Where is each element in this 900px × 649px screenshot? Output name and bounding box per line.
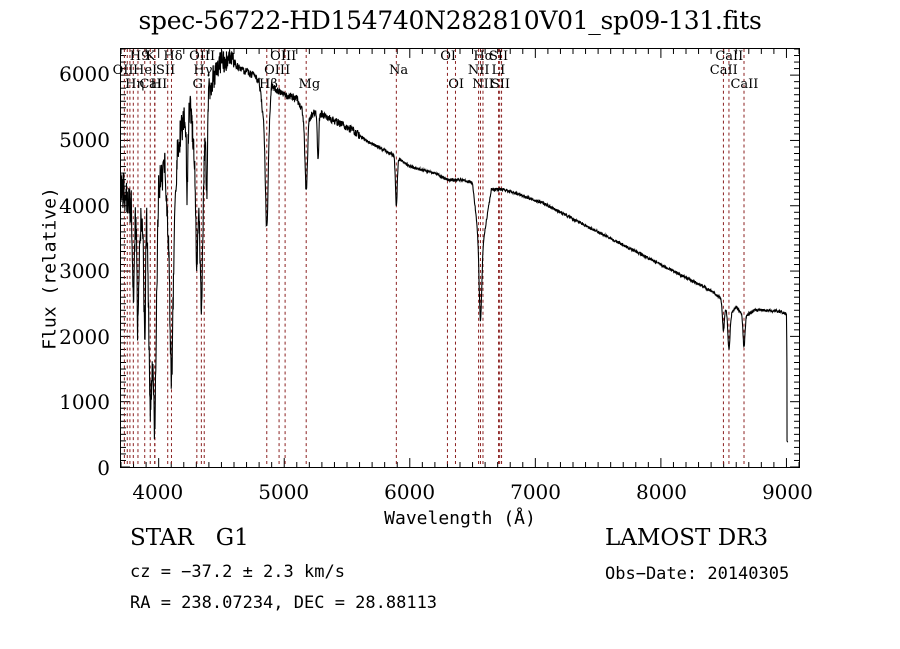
line-label-oi-6300: OI	[440, 49, 456, 64]
line-label-caii-8662: CaII	[730, 77, 759, 92]
coordinates: RA = 238.07234, DEC = 28.88113	[130, 593, 438, 613]
line-label-h-3798: Hη	[125, 77, 145, 92]
line-label-caii-8498: CaII	[709, 63, 738, 78]
line-label-h-6563: Hα	[473, 49, 494, 64]
line-label-caii-8542: CaII	[715, 49, 744, 64]
line-label-h-4102: Hδ	[163, 49, 183, 64]
line-label-li-6707: LI	[491, 63, 506, 78]
object-type-and-class: STAR G1	[130, 525, 437, 551]
line-label-h-3970: H	[150, 77, 162, 92]
spectral-class: G1	[215, 525, 249, 551]
y-tick-label-6000: 6000	[59, 62, 110, 87]
line-label-sii-4072: SII	[156, 63, 176, 78]
observation-date: Obs−Date: 20140305	[605, 564, 790, 584]
x-tick-label-7000: 7000	[510, 480, 561, 504]
x-axis-title: Wavelength (Å)	[384, 508, 536, 529]
y-tick-label-2000: 2000	[59, 324, 110, 349]
plot-area	[120, 48, 800, 468]
line-label-nii-6583: NII	[472, 77, 494, 92]
x-tick-label-9000: 9000	[761, 480, 813, 504]
y-tick-label-3000: 3000	[59, 259, 110, 284]
figure-title: spec-56722-HD154740N282810V01_sp09-131.f…	[138, 6, 762, 35]
line-label-mg-5175: Mg	[298, 77, 321, 92]
line-label-oiii-4363: OIII	[189, 49, 216, 64]
line-label-oiii-4959: OIII	[264, 63, 291, 78]
line-label-k-3933: K	[145, 49, 156, 64]
figure-footer: STAR G1 cz = −37.2 ± 2.3 km/s RA = 238.0…	[0, 525, 900, 649]
y-tick-label-0: 0	[97, 456, 110, 480]
line-label-h9-3835: H9	[129, 49, 150, 64]
line-label-oi-6364: OI	[448, 77, 465, 92]
x-tick-label-6000: 6000	[384, 480, 436, 504]
y-tick-label-1000: 1000	[59, 390, 110, 415]
line-label-na-5893: Na	[388, 63, 409, 78]
footer-left-block: STAR G1 cz = −37.2 ± 2.3 km/s RA = 238.0…	[130, 525, 437, 613]
line-label-oiii-5007: OIII	[270, 49, 297, 64]
line-label-caii-3968: CaII	[139, 77, 168, 92]
spectrum-plot-svg	[121, 49, 799, 467]
survey-name: LAMOST DR3	[605, 525, 769, 551]
line-label-nii-6548: NII	[467, 63, 490, 78]
line-label-hei-3889: HeI	[133, 63, 158, 78]
line-label-sii-6731: SII	[490, 77, 511, 92]
line-label-sii-6716: SII	[488, 49, 509, 64]
line-label-h-4340: Hγ	[193, 63, 213, 78]
object-type: STAR	[130, 525, 194, 551]
x-tick-label-8000: 8000	[636, 480, 687, 504]
y-tick-label-4000: 4000	[59, 193, 110, 218]
line-label-oii-3727: OII	[112, 63, 134, 78]
x-tick-label-5000: 5000	[258, 480, 310, 504]
line-label-h-4861: Hβ	[259, 77, 278, 92]
footer-right-block: LAMOST DR3 Obs−Date: 20140305	[605, 525, 789, 584]
y-axis-title: Flux (relative)	[39, 187, 61, 350]
line-label-g-4304: G	[192, 77, 203, 92]
redshift-velocity: cz = −37.2 ± 2.3 km/s	[130, 562, 345, 582]
x-tick-label-4000: 4000	[132, 480, 184, 504]
y-tick-label-5000: 5000	[59, 127, 110, 152]
